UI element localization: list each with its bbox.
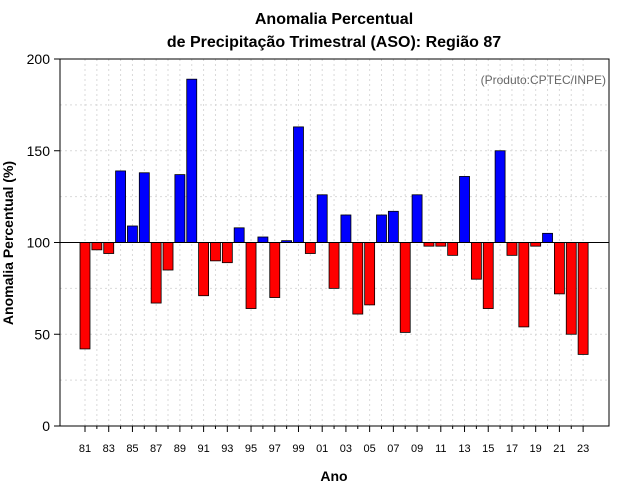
bar-13	[459, 176, 470, 243]
x-tick-label: 07	[387, 443, 399, 455]
x-tick-label: 09	[411, 443, 423, 455]
bar-87	[150, 242, 162, 304]
bar-97	[269, 242, 281, 298]
x-tick-label: 19	[530, 443, 542, 455]
bar-14	[470, 242, 482, 280]
x-tick-label: 81	[79, 443, 91, 455]
bar-11	[435, 242, 447, 247]
bar-94	[233, 227, 245, 243]
bar-17	[506, 242, 518, 256]
bar-86	[138, 172, 150, 243]
bar-22	[565, 242, 577, 335]
bar-23	[577, 242, 589, 355]
bar-02	[328, 242, 340, 289]
bar-92	[210, 242, 221, 262]
x-tick-label: 03	[340, 443, 352, 455]
y-axis: 0 50 100 150 200	[27, 51, 60, 434]
bar-18	[518, 242, 530, 328]
bar-05	[364, 242, 376, 306]
bar-90	[186, 78, 198, 243]
bar-99	[293, 126, 304, 243]
x-tick-label: 21	[553, 443, 565, 455]
x-tick-label: 85	[126, 443, 138, 455]
bar-09	[411, 194, 423, 243]
bar-12	[447, 242, 459, 256]
x-tick-label: 05	[364, 443, 376, 455]
bar-19	[530, 242, 542, 247]
y-tick-label: 100	[27, 235, 51, 251]
bar-85	[127, 225, 138, 243]
x-tick-label: 01	[316, 443, 328, 455]
bar-84	[115, 170, 126, 243]
bar-07	[387, 210, 399, 243]
bar-03	[340, 214, 352, 243]
grid	[60, 59, 609, 426]
x-tick-label: 99	[292, 443, 304, 455]
x-tick-label: 13	[458, 443, 470, 455]
x-tick-label: 83	[103, 443, 115, 455]
bar-91	[198, 242, 210, 297]
bar-81	[79, 242, 91, 350]
x-tick-label: 87	[150, 443, 162, 455]
bar-95	[245, 242, 257, 309]
y-axis-label: Anomalia Percentual (%)	[0, 161, 16, 325]
bar-15	[482, 242, 494, 309]
y-tick-label: 50	[34, 326, 50, 342]
bar-10	[423, 242, 435, 247]
x-tick-label: 17	[506, 443, 518, 455]
x-tick-label: 97	[269, 443, 281, 455]
bar-06	[376, 214, 387, 243]
x-tick-label: 93	[221, 443, 233, 455]
bar-00	[304, 242, 316, 254]
y-tick-label: 0	[42, 418, 50, 434]
bar-16	[494, 150, 506, 243]
x-axis-label: Ano	[320, 468, 347, 484]
bar-82	[91, 242, 103, 251]
x-tick-label: 15	[482, 443, 494, 455]
x-tick-label: 95	[245, 443, 257, 455]
bar-89	[174, 174, 186, 243]
chart-title-line1: Anomalia Percentual	[255, 11, 413, 28]
bar-20	[542, 232, 553, 243]
y-tick-label: 150	[27, 143, 51, 159]
source-annotation: (Produto:CPTEC/INPE)	[481, 73, 606, 87]
bar-93	[221, 242, 233, 264]
bars	[79, 78, 589, 355]
x-tick-label: 89	[174, 443, 186, 455]
bar-96	[257, 236, 269, 243]
x-axis: 81 83 85 87 89 91 93 95 97 99 01 03 05 07 09 11 13 15 17 19…	[79, 426, 589, 455]
bar-01	[316, 194, 328, 243]
x-tick-label: 11	[435, 443, 446, 455]
bar-08	[399, 242, 411, 333]
bar-21	[554, 242, 565, 295]
bar-83	[103, 242, 115, 254]
bar-04	[352, 242, 364, 315]
bar-88	[162, 242, 174, 271]
chart-title-line2: de Precipitação Trimestral (ASO): Região…	[167, 34, 501, 51]
x-tick-label: 23	[577, 443, 589, 455]
x-tick-label: 91	[197, 443, 209, 455]
y-tick-label: 200	[27, 51, 51, 67]
